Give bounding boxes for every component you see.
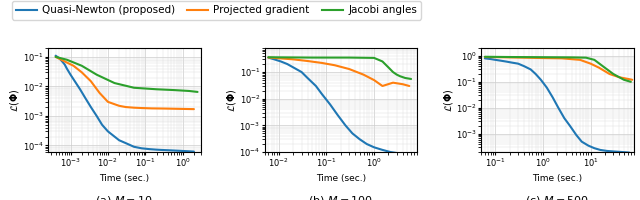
Legend: Quasi-Newton (proposed), Projected gradient, Jacobi angles: Quasi-Newton (proposed), Projected gradi… [12, 1, 421, 20]
Title: (a) $M = 10$: (a) $M = 10$ [95, 194, 153, 200]
X-axis label: Time (sec.): Time (sec.) [99, 174, 149, 183]
Y-axis label: $\mathcal{L}(\mathbf{\Phi})$: $\mathcal{L}(\mathbf{\Phi})$ [8, 88, 21, 112]
Title: (b) $M = 100$: (b) $M = 100$ [308, 194, 373, 200]
Y-axis label: $\mathcal{L}(\mathbf{\Phi})$: $\mathcal{L}(\mathbf{\Phi})$ [225, 88, 238, 112]
X-axis label: Time (sec.): Time (sec.) [316, 174, 366, 183]
X-axis label: Time (sec.): Time (sec.) [532, 174, 582, 183]
Y-axis label: $\mathcal{L}(\mathbf{\Phi})$: $\mathcal{L}(\mathbf{\Phi})$ [442, 88, 454, 112]
Title: (c) $M = 500$: (c) $M = 500$ [525, 194, 589, 200]
